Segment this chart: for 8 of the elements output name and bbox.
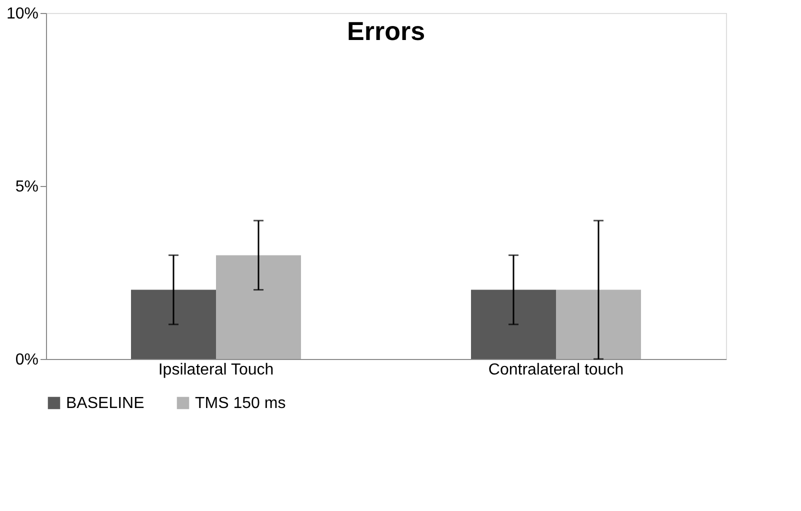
y-tick-label: 5%: [15, 178, 38, 196]
x-tick-label: Ipsilateral Touch: [158, 362, 274, 378]
y-tick-label: 10%: [6, 6, 38, 22]
legend-label: TMS 150 ms: [195, 395, 286, 412]
y-tick-label: 0%: [15, 352, 38, 368]
x-tick-label: Contralateral touch: [488, 362, 624, 378]
chart-title: Errors: [346, 16, 426, 46]
legend-label: BASELINE: [66, 395, 144, 412]
